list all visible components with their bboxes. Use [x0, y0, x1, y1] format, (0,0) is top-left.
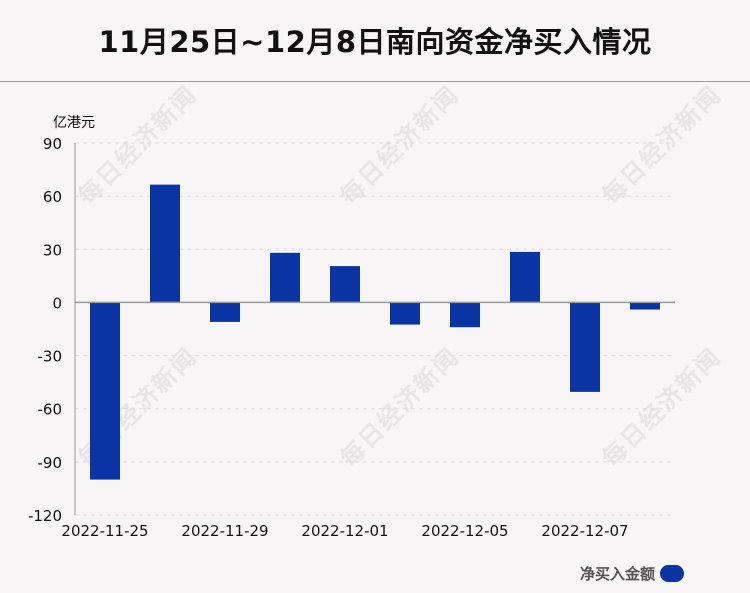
- title-divider: [0, 81, 750, 82]
- x-tick-label: 2022-12-05: [421, 522, 508, 540]
- y-tick-labels: 90 60 30 0 -30 -60 -90 -120: [28, 135, 62, 525]
- x-tick-labels: 2022-11-25 2022-11-29 2022-12-01 2022-12-05…: [61, 522, 628, 540]
- y-tick-label: 30: [43, 241, 62, 259]
- bar-2022-12-05: [450, 302, 480, 328]
- y-tick-label: -90: [38, 454, 63, 472]
- y-tick-label: 0: [52, 294, 62, 312]
- y-axis-unit-label: 亿港元: [53, 115, 95, 131]
- bar-2022-11-28: [150, 184, 180, 303]
- bar-2022-12-08: [630, 302, 660, 310]
- bar-2022-11-30: [270, 252, 300, 303]
- x-tick-label: 2022-11-25: [61, 522, 148, 540]
- y-tick-label: -60: [38, 401, 63, 419]
- bar-2022-12-01: [330, 266, 360, 303]
- y-tick-label: -30: [38, 348, 63, 366]
- legend-swatch: [660, 565, 684, 582]
- x-tick-label: 2022-12-07: [541, 522, 628, 540]
- bar-2022-11-29: [210, 302, 240, 322]
- y-tick-label: 90: [43, 135, 62, 153]
- y-tick-label: 60: [43, 188, 62, 206]
- bar-2022-11-25: [90, 302, 120, 480]
- x-tick-label: 2022-12-01: [301, 522, 388, 540]
- y-tick-label: -120: [28, 507, 62, 525]
- chart-title: 11月25日~12月8日南向资金净买入情况: [98, 25, 652, 59]
- legend: 净买入金额: [580, 563, 684, 584]
- axes: [74, 143, 675, 515]
- legend-label: 净买入金额: [579, 565, 655, 583]
- x-tick-label: 2022-11-29: [181, 522, 268, 540]
- bar-2022-12-02: [390, 302, 420, 325]
- bar-2022-12-06: [510, 251, 540, 303]
- bars: [90, 184, 660, 480]
- bar-2022-12-07: [570, 302, 600, 392]
